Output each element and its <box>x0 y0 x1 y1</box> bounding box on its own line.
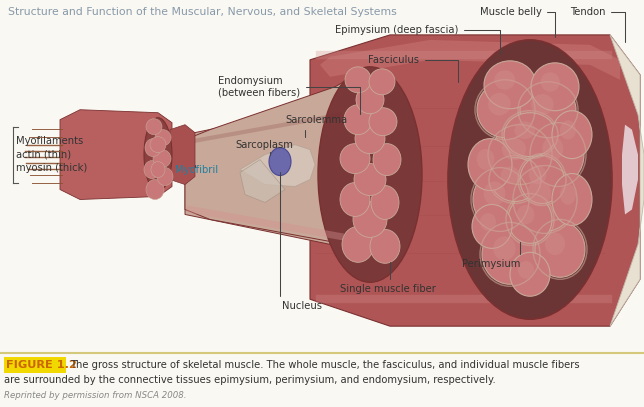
Ellipse shape <box>484 61 536 109</box>
Ellipse shape <box>477 82 533 138</box>
Ellipse shape <box>371 186 399 219</box>
Ellipse shape <box>520 155 564 204</box>
Polygon shape <box>320 40 620 80</box>
Ellipse shape <box>345 67 371 93</box>
Ellipse shape <box>482 224 538 284</box>
Ellipse shape <box>477 149 495 170</box>
Ellipse shape <box>355 124 385 153</box>
Text: Structure and Function of the Muscular, Nervous, and Skeletal Systems: Structure and Function of the Muscular, … <box>8 7 397 17</box>
Ellipse shape <box>540 72 560 92</box>
Ellipse shape <box>535 221 585 277</box>
Text: Perimysium: Perimysium <box>462 242 520 269</box>
Ellipse shape <box>146 119 162 135</box>
Polygon shape <box>60 110 172 199</box>
Ellipse shape <box>340 182 370 217</box>
Polygon shape <box>622 125 638 214</box>
Ellipse shape <box>515 121 535 139</box>
Ellipse shape <box>508 195 552 243</box>
Ellipse shape <box>153 150 171 168</box>
Polygon shape <box>185 67 370 282</box>
Ellipse shape <box>369 108 397 136</box>
Polygon shape <box>310 35 640 326</box>
Ellipse shape <box>532 125 584 184</box>
Ellipse shape <box>516 205 535 224</box>
Ellipse shape <box>488 93 511 115</box>
Ellipse shape <box>151 162 165 177</box>
Text: Single muscle fiber: Single muscle fiber <box>340 262 436 294</box>
Ellipse shape <box>145 139 161 157</box>
Polygon shape <box>610 35 644 326</box>
Ellipse shape <box>545 233 565 255</box>
Ellipse shape <box>531 94 554 115</box>
Ellipse shape <box>484 182 506 206</box>
Text: Endomysium
(between fibers): Endomysium (between fibers) <box>218 76 360 114</box>
Text: are surrounded by the connective tissues epimysium, perimysium, and endomysium, : are surrounded by the connective tissues… <box>4 375 496 385</box>
Text: Nucleus: Nucleus <box>280 172 322 311</box>
Ellipse shape <box>150 137 166 153</box>
Ellipse shape <box>529 165 546 184</box>
Ellipse shape <box>552 111 592 159</box>
Ellipse shape <box>510 252 550 296</box>
Polygon shape <box>170 125 195 184</box>
Ellipse shape <box>480 213 496 231</box>
Ellipse shape <box>527 180 551 206</box>
Ellipse shape <box>354 164 386 195</box>
Text: Epimysium (deep fascia): Epimysium (deep fascia) <box>335 25 500 54</box>
Ellipse shape <box>515 168 575 232</box>
Text: Muscle belly: Muscle belly <box>480 7 555 37</box>
Ellipse shape <box>560 120 576 140</box>
Ellipse shape <box>468 139 512 190</box>
Ellipse shape <box>356 86 384 114</box>
Ellipse shape <box>144 161 160 179</box>
Polygon shape <box>240 160 285 202</box>
Ellipse shape <box>448 40 612 319</box>
Ellipse shape <box>495 70 515 90</box>
Ellipse shape <box>502 138 526 160</box>
Ellipse shape <box>373 144 401 175</box>
FancyBboxPatch shape <box>4 357 66 373</box>
Ellipse shape <box>157 168 173 186</box>
Text: Myofibril: Myofibril <box>175 164 218 175</box>
Ellipse shape <box>531 63 579 111</box>
Polygon shape <box>185 105 330 244</box>
Ellipse shape <box>342 226 374 263</box>
Text: The gross structure of skeletal muscle. The whole muscle, the fasciculus, and in: The gross structure of skeletal muscle. … <box>70 360 580 370</box>
Ellipse shape <box>518 261 534 279</box>
Ellipse shape <box>155 130 171 146</box>
Ellipse shape <box>369 69 395 95</box>
Text: Myofilaments
actin (thin)
myosin (thick): Myofilaments actin (thin) myosin (thick) <box>16 136 87 173</box>
Text: Fasciculus: Fasciculus <box>368 55 458 82</box>
Ellipse shape <box>491 158 539 201</box>
Ellipse shape <box>353 201 387 237</box>
Text: Tendon: Tendon <box>570 7 625 42</box>
Ellipse shape <box>318 67 422 282</box>
Text: Sarcoplasm: Sarcoplasm <box>235 140 293 155</box>
Ellipse shape <box>146 179 164 199</box>
Ellipse shape <box>473 170 527 230</box>
Ellipse shape <box>490 127 550 182</box>
Ellipse shape <box>370 230 400 263</box>
Ellipse shape <box>552 173 592 225</box>
Ellipse shape <box>344 105 372 135</box>
Ellipse shape <box>500 166 520 184</box>
Text: Reprinted by permission from NSCA 2008.: Reprinted by permission from NSCA 2008. <box>4 390 187 400</box>
Text: FIGURE 1.2: FIGURE 1.2 <box>6 360 77 370</box>
Polygon shape <box>240 144 315 186</box>
Ellipse shape <box>472 204 512 248</box>
Ellipse shape <box>340 144 370 173</box>
Ellipse shape <box>493 236 516 260</box>
Ellipse shape <box>560 184 576 205</box>
Ellipse shape <box>504 113 556 157</box>
Ellipse shape <box>144 118 172 192</box>
Text: Sarcolemma: Sarcolemma <box>285 115 347 137</box>
Ellipse shape <box>520 84 576 136</box>
Ellipse shape <box>269 148 291 175</box>
Ellipse shape <box>542 137 564 161</box>
